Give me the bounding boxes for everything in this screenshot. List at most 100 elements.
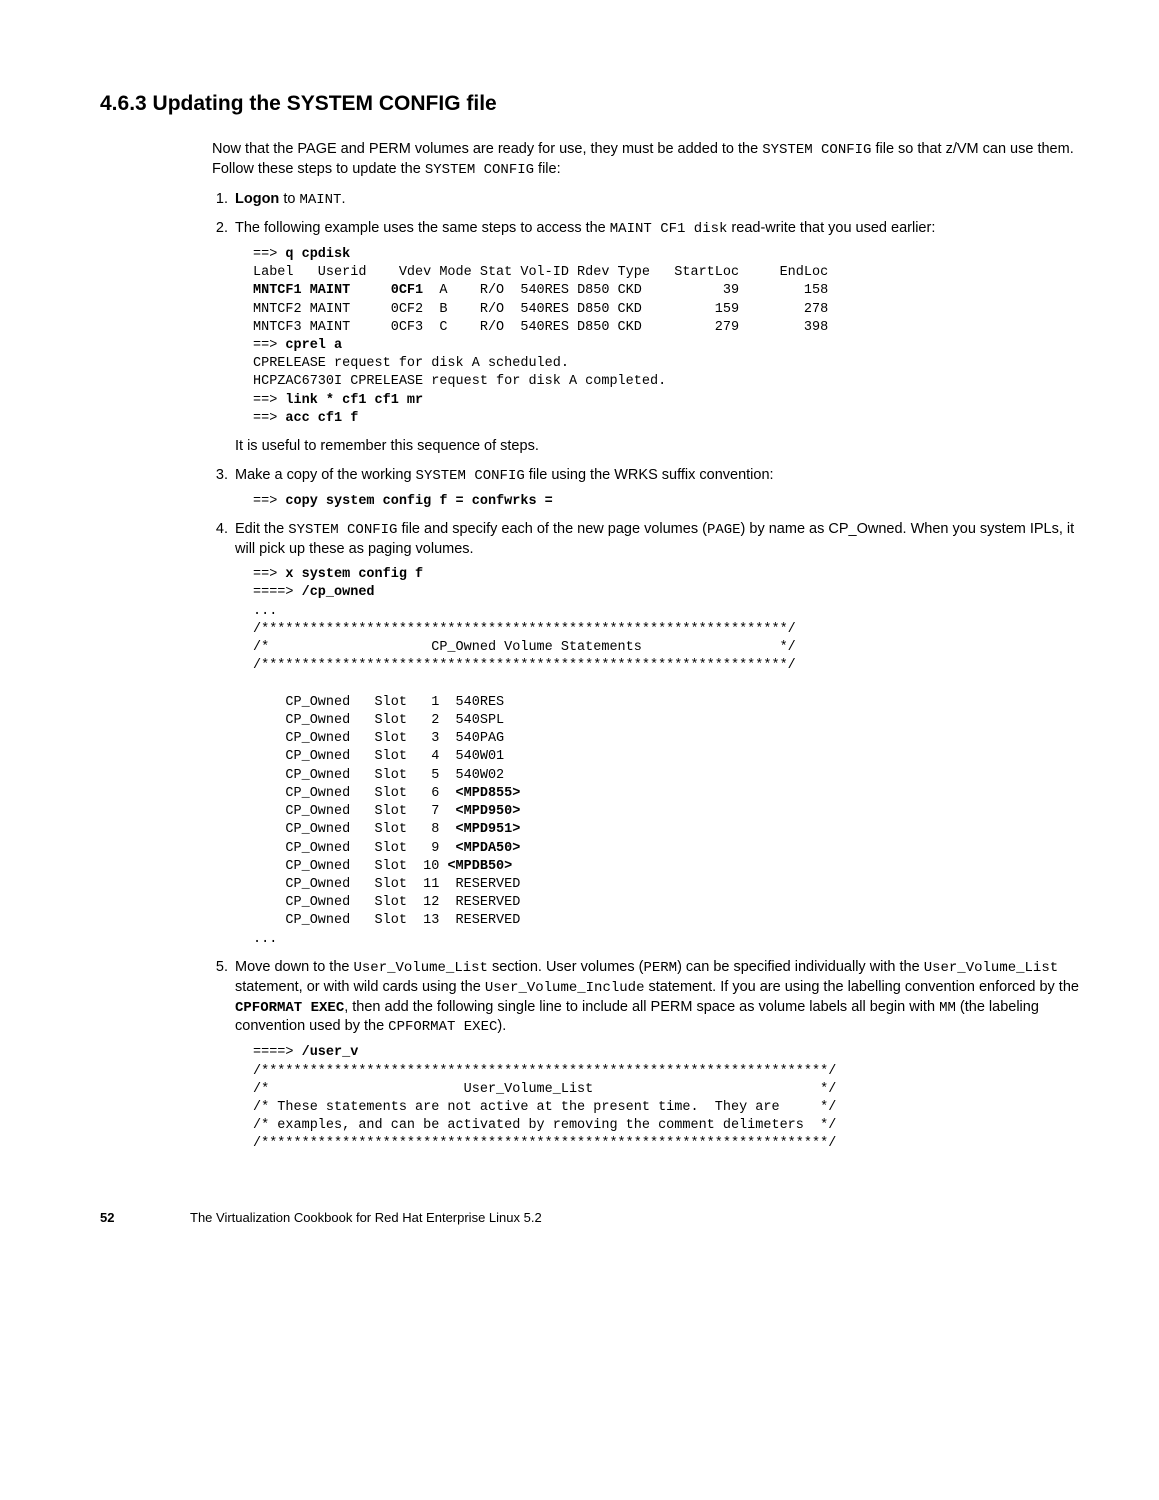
- footer-title: The Virtualization Cookbook for Red Hat …: [190, 1210, 542, 1225]
- code-text: CPFORMAT EXEC: [388, 1019, 497, 1035]
- text: statement, or with wild cards using the: [235, 979, 485, 995]
- code-block-2: ==> copy system config f = confwrks =: [253, 493, 1079, 511]
- intro-para: Now that the PAGE and PERM volumes are r…: [212, 140, 1079, 180]
- code-block-3: ==> x system config f ====> /cp_owned ..…: [253, 566, 1079, 949]
- text: statement. If you are using the labellin…: [644, 979, 1078, 995]
- text-bold: /cp_owned: [302, 585, 375, 600]
- text: Move down to the: [235, 959, 354, 975]
- text-bold: <MPD950>: [456, 804, 521, 819]
- text: HCPZAC6730I CPRELEASE request for disk A…: [253, 374, 666, 389]
- code-text: User_Volume_List: [354, 960, 488, 976]
- text: ==>: [253, 494, 285, 509]
- code-text: SYSTEM CONFIG: [425, 162, 534, 178]
- code-text: MAINT CF1 disk: [610, 221, 728, 237]
- text: Edit the: [235, 521, 288, 537]
- text: /***************************************…: [253, 622, 796, 637]
- text-bold: copy system config f = confwrks =: [285, 494, 552, 509]
- text: Now that the PAGE and PERM volumes are r…: [212, 141, 762, 157]
- text: ==>: [253, 567, 285, 582]
- text: CP_Owned Slot 4 540W01: [253, 749, 504, 764]
- text: file:: [534, 161, 561, 177]
- text: The following example uses the same step…: [235, 220, 610, 236]
- text: CP_Owned Slot 12 RESERVED: [253, 895, 520, 910]
- text-bold: <MPD855>: [456, 786, 521, 801]
- text: CP_Owned Slot 13 RESERVED: [253, 913, 520, 928]
- code-block-1: ==> q cpdisk Label Userid Vdev Mode Stat…: [253, 246, 1079, 428]
- text: ).: [497, 1018, 506, 1034]
- code-text: MAINT: [299, 192, 341, 208]
- text: ...: [253, 932, 277, 947]
- text: A R/O 540RES D850 CKD 39 158: [423, 283, 828, 298]
- step-5: Move down to the User_Volume_List sectio…: [232, 958, 1079, 1154]
- text: ) can be specified individually with the: [677, 959, 924, 975]
- step-4: Edit the SYSTEM CONFIG file and specify …: [232, 520, 1079, 949]
- text: ==>: [253, 411, 285, 426]
- code-block-4: ====> /user_v /*************************…: [253, 1044, 1079, 1153]
- text-bold: q cpdisk: [285, 247, 350, 262]
- code-text: PAGE: [707, 522, 741, 538]
- text: CP_Owned Slot 1 540RES: [253, 695, 504, 710]
- step-2: The following example uses the same step…: [232, 219, 1079, 457]
- text-bold: MNTCF1 MAINT 0CF1: [253, 283, 423, 298]
- text: /* CP_Owned Volume Statements */: [253, 640, 796, 655]
- text: file and specify each of the new page vo…: [397, 521, 707, 537]
- text-bold: link * cf1 cf1 mr: [285, 393, 423, 408]
- text: /* User_Volume_List */: [253, 1082, 836, 1097]
- page-footer: 52The Virtualization Cookbook for Red Ha…: [100, 1209, 1079, 1227]
- code-text: SYSTEM CONFIG: [416, 468, 525, 484]
- text: CP_Owned Slot 8: [253, 822, 456, 837]
- text: , then add the following single line to …: [344, 999, 939, 1015]
- text-bold: acc cf1 f: [285, 411, 358, 426]
- text: /***************************************…: [253, 658, 796, 673]
- code-text: User_Volume_Include: [485, 980, 645, 996]
- step-2-after: It is useful to remember this sequence o…: [235, 437, 1079, 457]
- section-heading: 4.6.3 Updating the SYSTEM CONFIG file: [100, 90, 1079, 118]
- text: CP_Owned Slot 10: [253, 859, 447, 874]
- text-bold: <MPD951>: [456, 822, 521, 837]
- text: to: [279, 191, 299, 207]
- step-3: Make a copy of the working SYSTEM CONFIG…: [232, 466, 1079, 511]
- text: CP_Owned Slot 7: [253, 804, 456, 819]
- text: section. User volumes (: [488, 959, 644, 975]
- text: ...: [253, 604, 277, 619]
- text: Make a copy of the working: [235, 467, 416, 483]
- text: read-write that you used earlier:: [727, 220, 935, 236]
- text: MNTCF2 MAINT 0CF2 B R/O 540RES D850 CKD …: [253, 302, 828, 317]
- text: CPRELEASE request for disk A scheduled.: [253, 356, 569, 371]
- page-number: 52: [100, 1209, 190, 1227]
- text: CP_Owned Slot 2 540SPL: [253, 713, 504, 728]
- text: CP_Owned Slot 11 RESERVED: [253, 877, 520, 892]
- body-content: Now that the PAGE and PERM volumes are r…: [212, 140, 1079, 1153]
- text: ==>: [253, 247, 285, 262]
- code-text-bold: CPFORMAT EXEC: [235, 1000, 344, 1016]
- text-bold: cprel a: [285, 338, 342, 353]
- text: CP_Owned Slot 6: [253, 786, 456, 801]
- code-text: SYSTEM CONFIG: [288, 522, 397, 538]
- text: MNTCF3 MAINT 0CF3 C R/O 540RES D850 CKD …: [253, 320, 828, 335]
- text: Label Userid Vdev Mode Stat Vol-ID Rdev …: [253, 265, 828, 280]
- text: CP_Owned Slot 9: [253, 841, 456, 856]
- code-text: SYSTEM CONFIG: [762, 142, 871, 158]
- text: ==>: [253, 338, 285, 353]
- steps-list: Logon to MAINT. The following example us…: [212, 190, 1079, 1154]
- code-text: MM: [939, 1000, 956, 1016]
- text: /***************************************…: [253, 1064, 836, 1079]
- text: /***************************************…: [253, 1136, 836, 1151]
- text: ====>: [253, 1045, 302, 1060]
- text-bold: x system config f: [285, 567, 423, 582]
- text: /* examples, and can be activated by rem…: [253, 1118, 836, 1133]
- text: file using the WRKS suffix convention:: [525, 467, 774, 483]
- text-bold: <MPDB50>: [447, 859, 512, 874]
- text: .: [341, 191, 345, 207]
- code-text: User_Volume_List: [924, 960, 1058, 976]
- text: CP_Owned Slot 5 540W02: [253, 768, 504, 783]
- text: ====>: [253, 585, 302, 600]
- text: /* These statements are not active at th…: [253, 1100, 836, 1115]
- text: CP_Owned Slot 3 540PAG: [253, 731, 504, 746]
- text-bold: Logon: [235, 191, 279, 207]
- text-bold: /user_v: [302, 1045, 359, 1060]
- step-1: Logon to MAINT.: [232, 190, 1079, 210]
- code-text: PERM: [643, 960, 677, 976]
- text-bold: <MPDA50>: [456, 841, 521, 856]
- text: ==>: [253, 393, 285, 408]
